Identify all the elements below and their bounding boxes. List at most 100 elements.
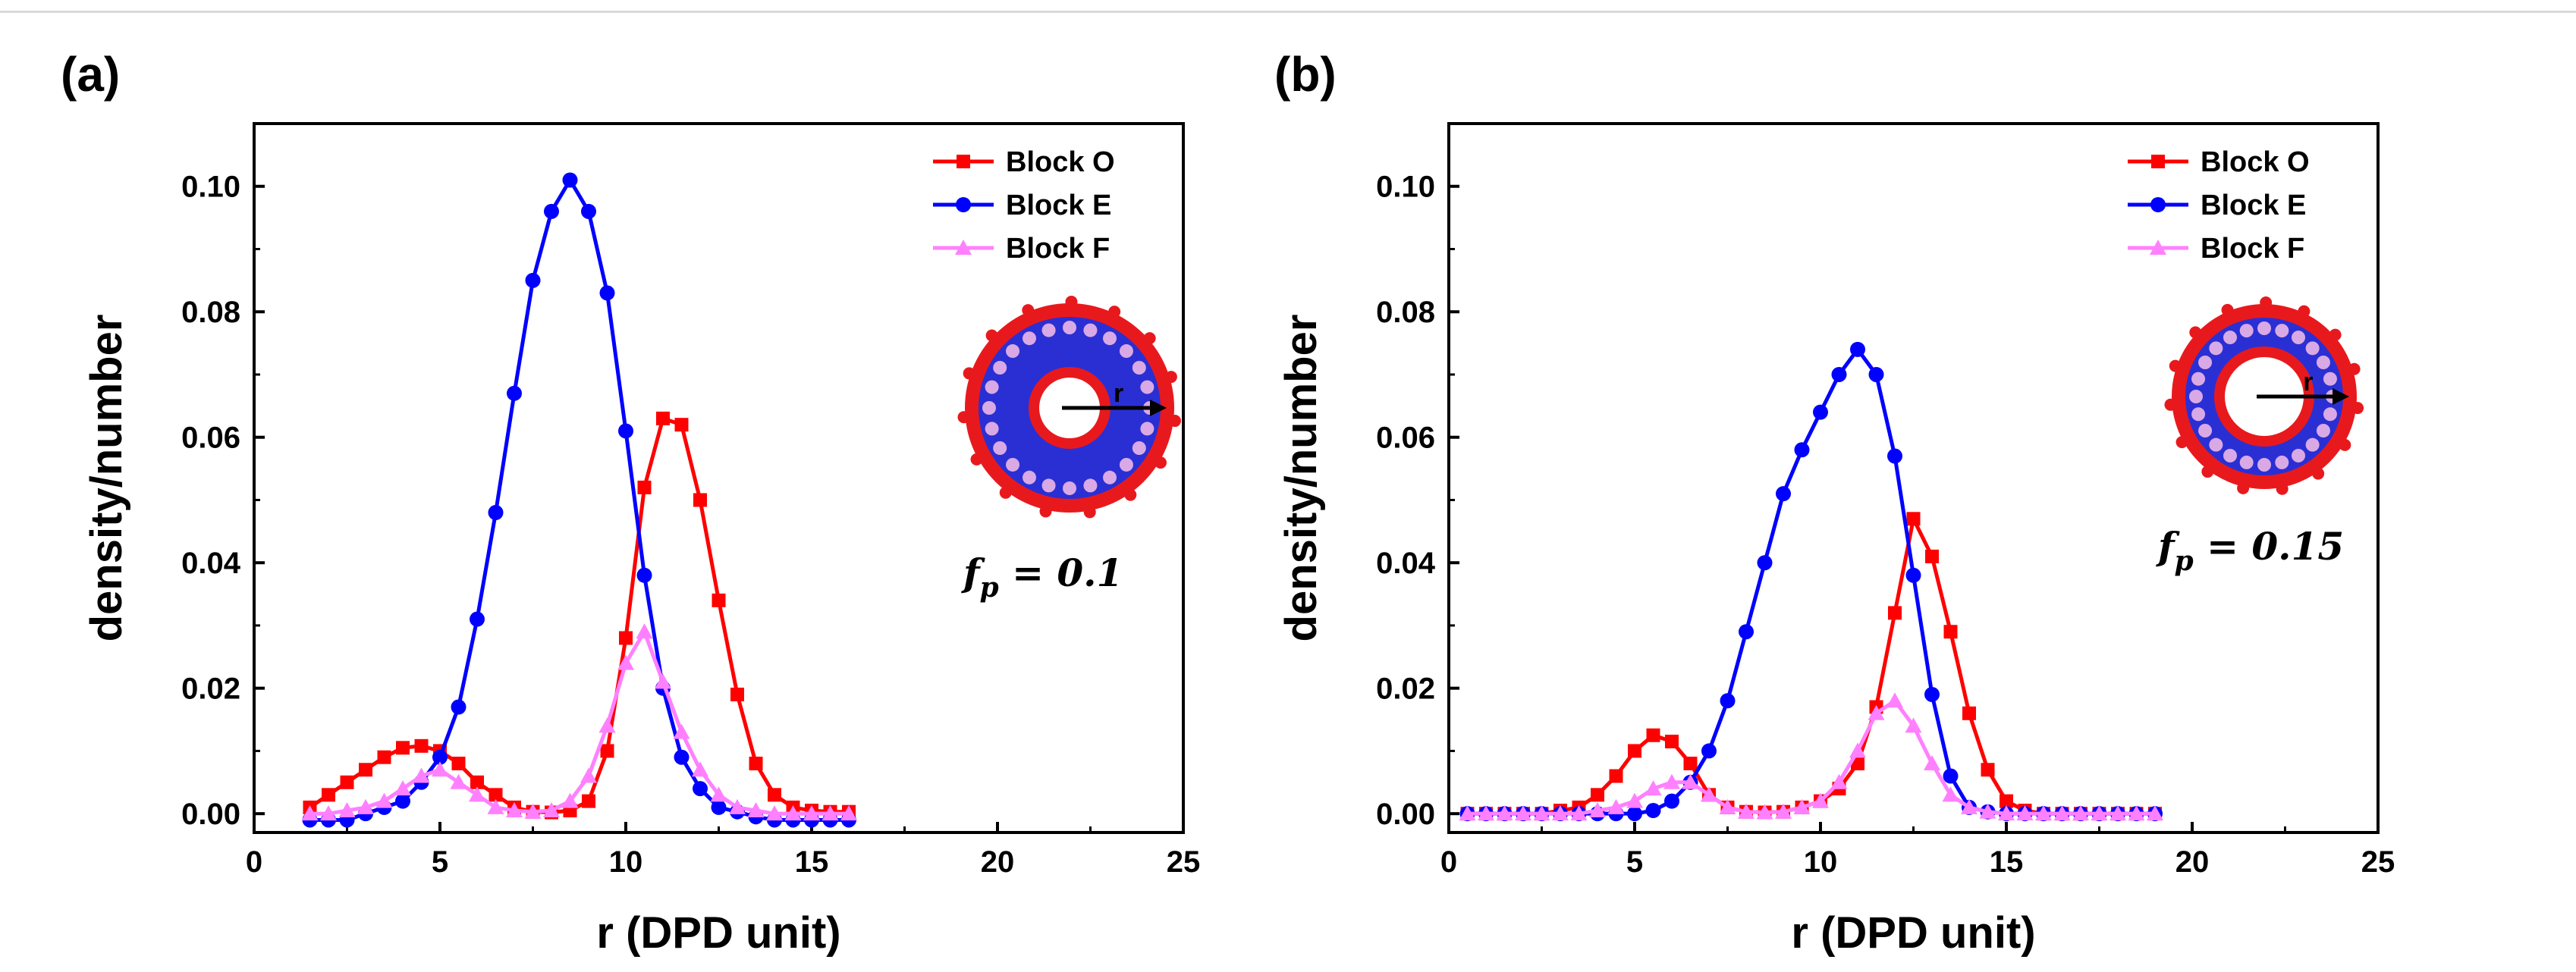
- x-tick-label: 0: [246, 845, 262, 879]
- y-tick-label: 0.00: [1376, 798, 1435, 831]
- data-point: [1775, 803, 1792, 819]
- data-point: [582, 794, 595, 808]
- data-point: [1701, 786, 1717, 802]
- data-point: [1701, 743, 1717, 759]
- data-point: [375, 792, 393, 808]
- data-point: [1979, 803, 1996, 819]
- data-point: [2035, 805, 2052, 821]
- data-point: [729, 798, 746, 814]
- x-tick-label: 5: [432, 845, 448, 879]
- data-point: [2016, 805, 2034, 821]
- data-point: [488, 788, 503, 802]
- legend-label: Block E: [1006, 190, 1111, 221]
- data-point: [600, 744, 614, 758]
- data-point: [1739, 624, 1754, 640]
- data-point: [617, 654, 634, 670]
- series-block-f: [301, 623, 857, 821]
- data-point: [2072, 805, 2089, 821]
- y-tick-label: 0.06: [181, 422, 240, 455]
- data-point: [1609, 769, 1623, 783]
- data-point: [1738, 803, 1755, 819]
- data-point: [1905, 717, 1922, 733]
- x-tick-label: 25: [2361, 845, 2395, 879]
- data-point: [673, 723, 690, 739]
- data-point: [692, 761, 708, 777]
- series-line: [1467, 698, 2155, 816]
- data-point: [469, 786, 485, 802]
- y-tick-label: 0.04: [1376, 547, 1436, 580]
- data-point: [1831, 366, 1847, 382]
- legend-label: Block O: [1006, 146, 1115, 178]
- data-point: [413, 767, 430, 783]
- y-tick-label: 0.00: [181, 798, 240, 831]
- data-point: [1924, 754, 1940, 770]
- y-tick-label: 0.10: [181, 171, 240, 204]
- legend-marker: [957, 155, 970, 168]
- data-point: [340, 775, 354, 789]
- series-block-o: [303, 411, 856, 820]
- data-point: [2000, 794, 2013, 808]
- data-point: [359, 763, 372, 777]
- data-point: [1924, 686, 1940, 702]
- data-point: [693, 781, 708, 797]
- data-point: [1756, 804, 1773, 820]
- data-point: [357, 798, 374, 814]
- data-point: [1925, 549, 1939, 563]
- data-point: [1905, 567, 1921, 583]
- y-tick-label: 0.10: [1376, 171, 1435, 204]
- data-point: [394, 780, 411, 796]
- data-point: [1591, 788, 1604, 802]
- y-tick-label: 0.02: [181, 673, 240, 706]
- micelle-inset-image: r: [957, 296, 1181, 519]
- data-point: [598, 717, 616, 733]
- arrow-head-icon: [2333, 388, 2349, 405]
- panel-label: (b): [1274, 47, 1337, 102]
- data-point: [1515, 805, 1531, 821]
- data-point: [1906, 512, 1921, 526]
- data-point: [1719, 798, 1736, 814]
- data-point: [693, 493, 707, 507]
- data-point: [1886, 692, 1903, 708]
- series-line: [309, 176, 849, 822]
- data-point: [730, 687, 744, 701]
- data-point: [1607, 798, 1625, 814]
- data-point: [1981, 763, 1995, 777]
- data-point: [1793, 798, 1811, 814]
- data-point: [451, 756, 466, 770]
- data-point: [1757, 555, 1773, 571]
- y-axis-title: density/number: [1277, 315, 1326, 642]
- data-point: [840, 805, 857, 821]
- data-point: [1646, 728, 1660, 742]
- data-point: [1942, 786, 1959, 802]
- data-point: [581, 203, 596, 219]
- data-point: [711, 799, 727, 815]
- legend-label: Block O: [2201, 146, 2310, 178]
- series-block-e: [302, 172, 856, 828]
- data-point: [655, 673, 671, 689]
- y-axis-title: density/number: [82, 315, 131, 642]
- data-point: [712, 593, 726, 607]
- data-point: [636, 567, 652, 583]
- legend-label: Block E: [2201, 190, 2306, 221]
- legend-marker: [955, 240, 972, 255]
- data-point: [470, 611, 485, 627]
- data-point: [747, 802, 765, 818]
- x-tick-label: 10: [1804, 845, 1838, 879]
- data-point: [656, 411, 670, 425]
- data-point: [1665, 735, 1679, 749]
- data-point: [1683, 756, 1698, 770]
- y-tick-label: 0.02: [1376, 673, 1435, 706]
- data-point: [338, 802, 356, 818]
- data-point: [1663, 773, 1680, 789]
- data-point: [1645, 803, 1661, 819]
- data-point: [450, 773, 467, 789]
- data-point: [1961, 798, 1978, 814]
- radius-label: r: [2303, 368, 2313, 397]
- data-point: [1962, 706, 1976, 720]
- x-tick-label: 0: [1440, 845, 1457, 879]
- top-divider: [0, 11, 2576, 13]
- data-point: [1720, 693, 1736, 709]
- x-tick-label: 15: [1990, 845, 2024, 879]
- data-point: [395, 793, 410, 809]
- data-point: [451, 699, 467, 715]
